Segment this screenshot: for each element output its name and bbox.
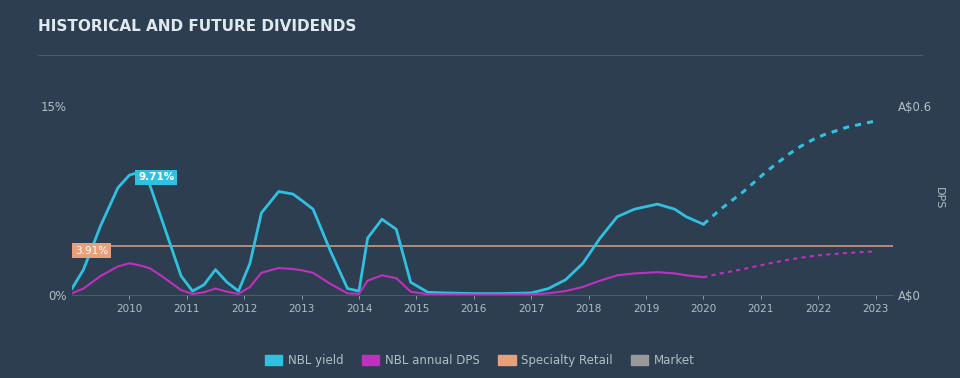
Text: 9.71%: 9.71% <box>138 172 175 183</box>
Legend: NBL yield, NBL annual DPS, Specialty Retail, Market: NBL yield, NBL annual DPS, Specialty Ret… <box>260 350 700 372</box>
Text: HISTORICAL AND FUTURE DIVIDENDS: HISTORICAL AND FUTURE DIVIDENDS <box>38 19 357 34</box>
Text: DPS: DPS <box>934 187 944 210</box>
Text: 3.91%: 3.91% <box>75 246 108 256</box>
